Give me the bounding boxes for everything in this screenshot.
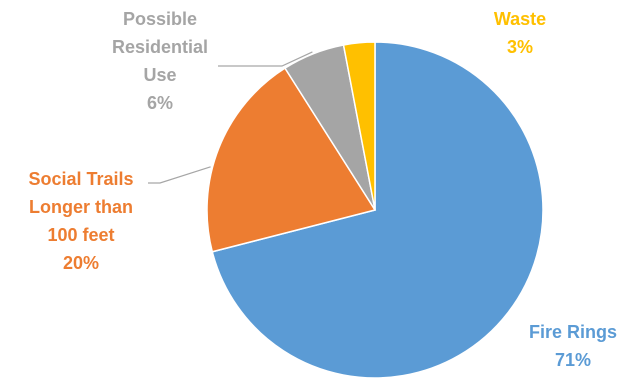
leader-line-social-trails — [148, 166, 211, 184]
pie-slice-social-trails-longer-than-100-feet — [206, 67, 377, 253]
slice-label-fire-rings-name: Fire Rings — [528, 322, 617, 342]
slice-label-social-trails-line1: Social Trails — [28, 169, 134, 189]
slice-label-residential-line1: Possible — [122, 9, 198, 29]
slice-label-social-trails: Social Trails Longer than 100 feet 20% — [6, 165, 156, 277]
slice-label-fire-rings-value: 71% — [554, 350, 592, 370]
slice-label-residential-use: Possible Residential Use 6% — [100, 5, 220, 117]
slice-label-social-trails-value: 20% — [62, 253, 100, 273]
slice-label-waste: Waste 3% — [480, 5, 560, 61]
pie-slice-fire-rings — [211, 41, 544, 378]
slice-label-residential-line2: Residential — [111, 37, 209, 57]
slice-label-waste-value: 3% — [506, 37, 533, 57]
slice-label-social-trails-line2: Longer than — [29, 197, 133, 217]
pie-slice-waste — [342, 41, 376, 211]
slice-label-fire-rings: Fire Rings 71% — [518, 318, 628, 374]
slice-label-waste-name: Waste — [493, 9, 547, 29]
slice-label-residential-line3: Use — [143, 65, 177, 85]
slice-label-residential-value: 6% — [146, 93, 173, 113]
slice-label-social-trails-line3: 100 feet — [47, 225, 115, 245]
leader-line-residential-use — [218, 51, 313, 67]
